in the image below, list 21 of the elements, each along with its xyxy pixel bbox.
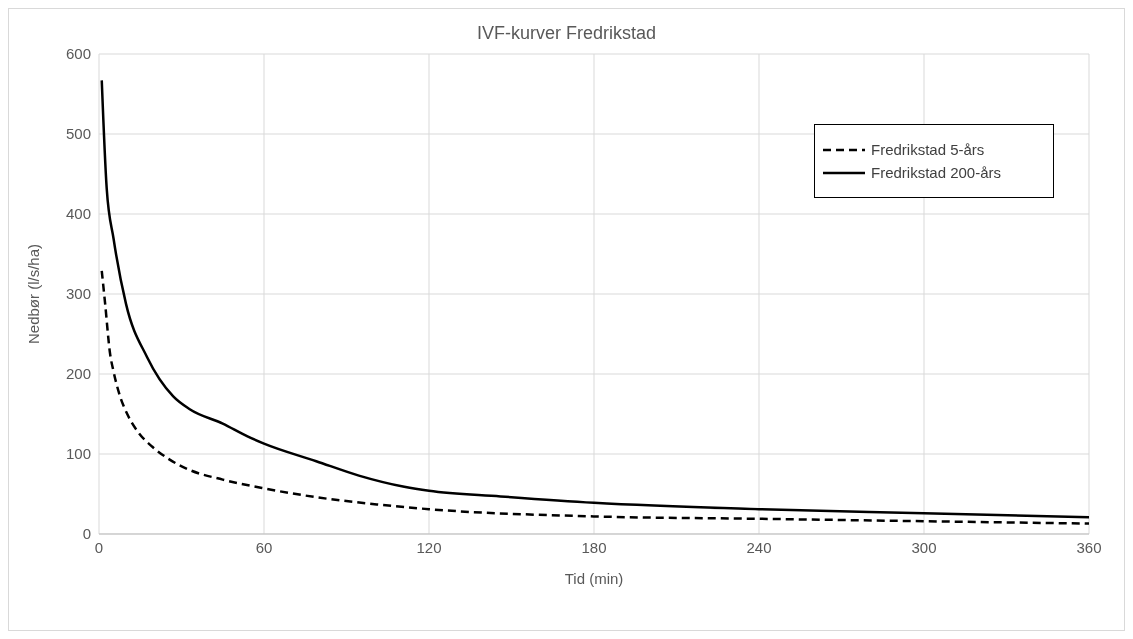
- x-axis-title: Tid (min): [564, 570, 624, 587]
- line-series: [100, 79, 1089, 519]
- y-tick-label: 500: [65, 125, 91, 143]
- x-tick-label: 300: [911, 538, 937, 556]
- y-tick-label: 100: [65, 445, 91, 463]
- x-tick-label: 120: [416, 538, 442, 556]
- y-axis-title: Nedbør (l/s/ha): [25, 243, 43, 345]
- x-tick-label: 240: [746, 538, 772, 556]
- x-tick-label: 180: [581, 538, 607, 556]
- legend-label: Fredrikstad 5-års: [871, 141, 985, 158]
- line-series: [100, 269, 1089, 525]
- x-tick-label: 60: [255, 538, 273, 556]
- x-tick-label: 360: [1076, 538, 1102, 556]
- y-tick-label: 600: [65, 45, 91, 63]
- chart-title: IVF-kurver Fredrikstad: [475, 22, 657, 44]
- y-tick-label: 300: [65, 285, 91, 303]
- x-tick-label: 0: [94, 538, 104, 556]
- y-tick-label: 0: [82, 525, 91, 543]
- y-tick-label: 200: [65, 365, 91, 383]
- y-tick-label: 400: [65, 205, 91, 223]
- legend-label: Fredrikstad 200-års: [871, 164, 1002, 181]
